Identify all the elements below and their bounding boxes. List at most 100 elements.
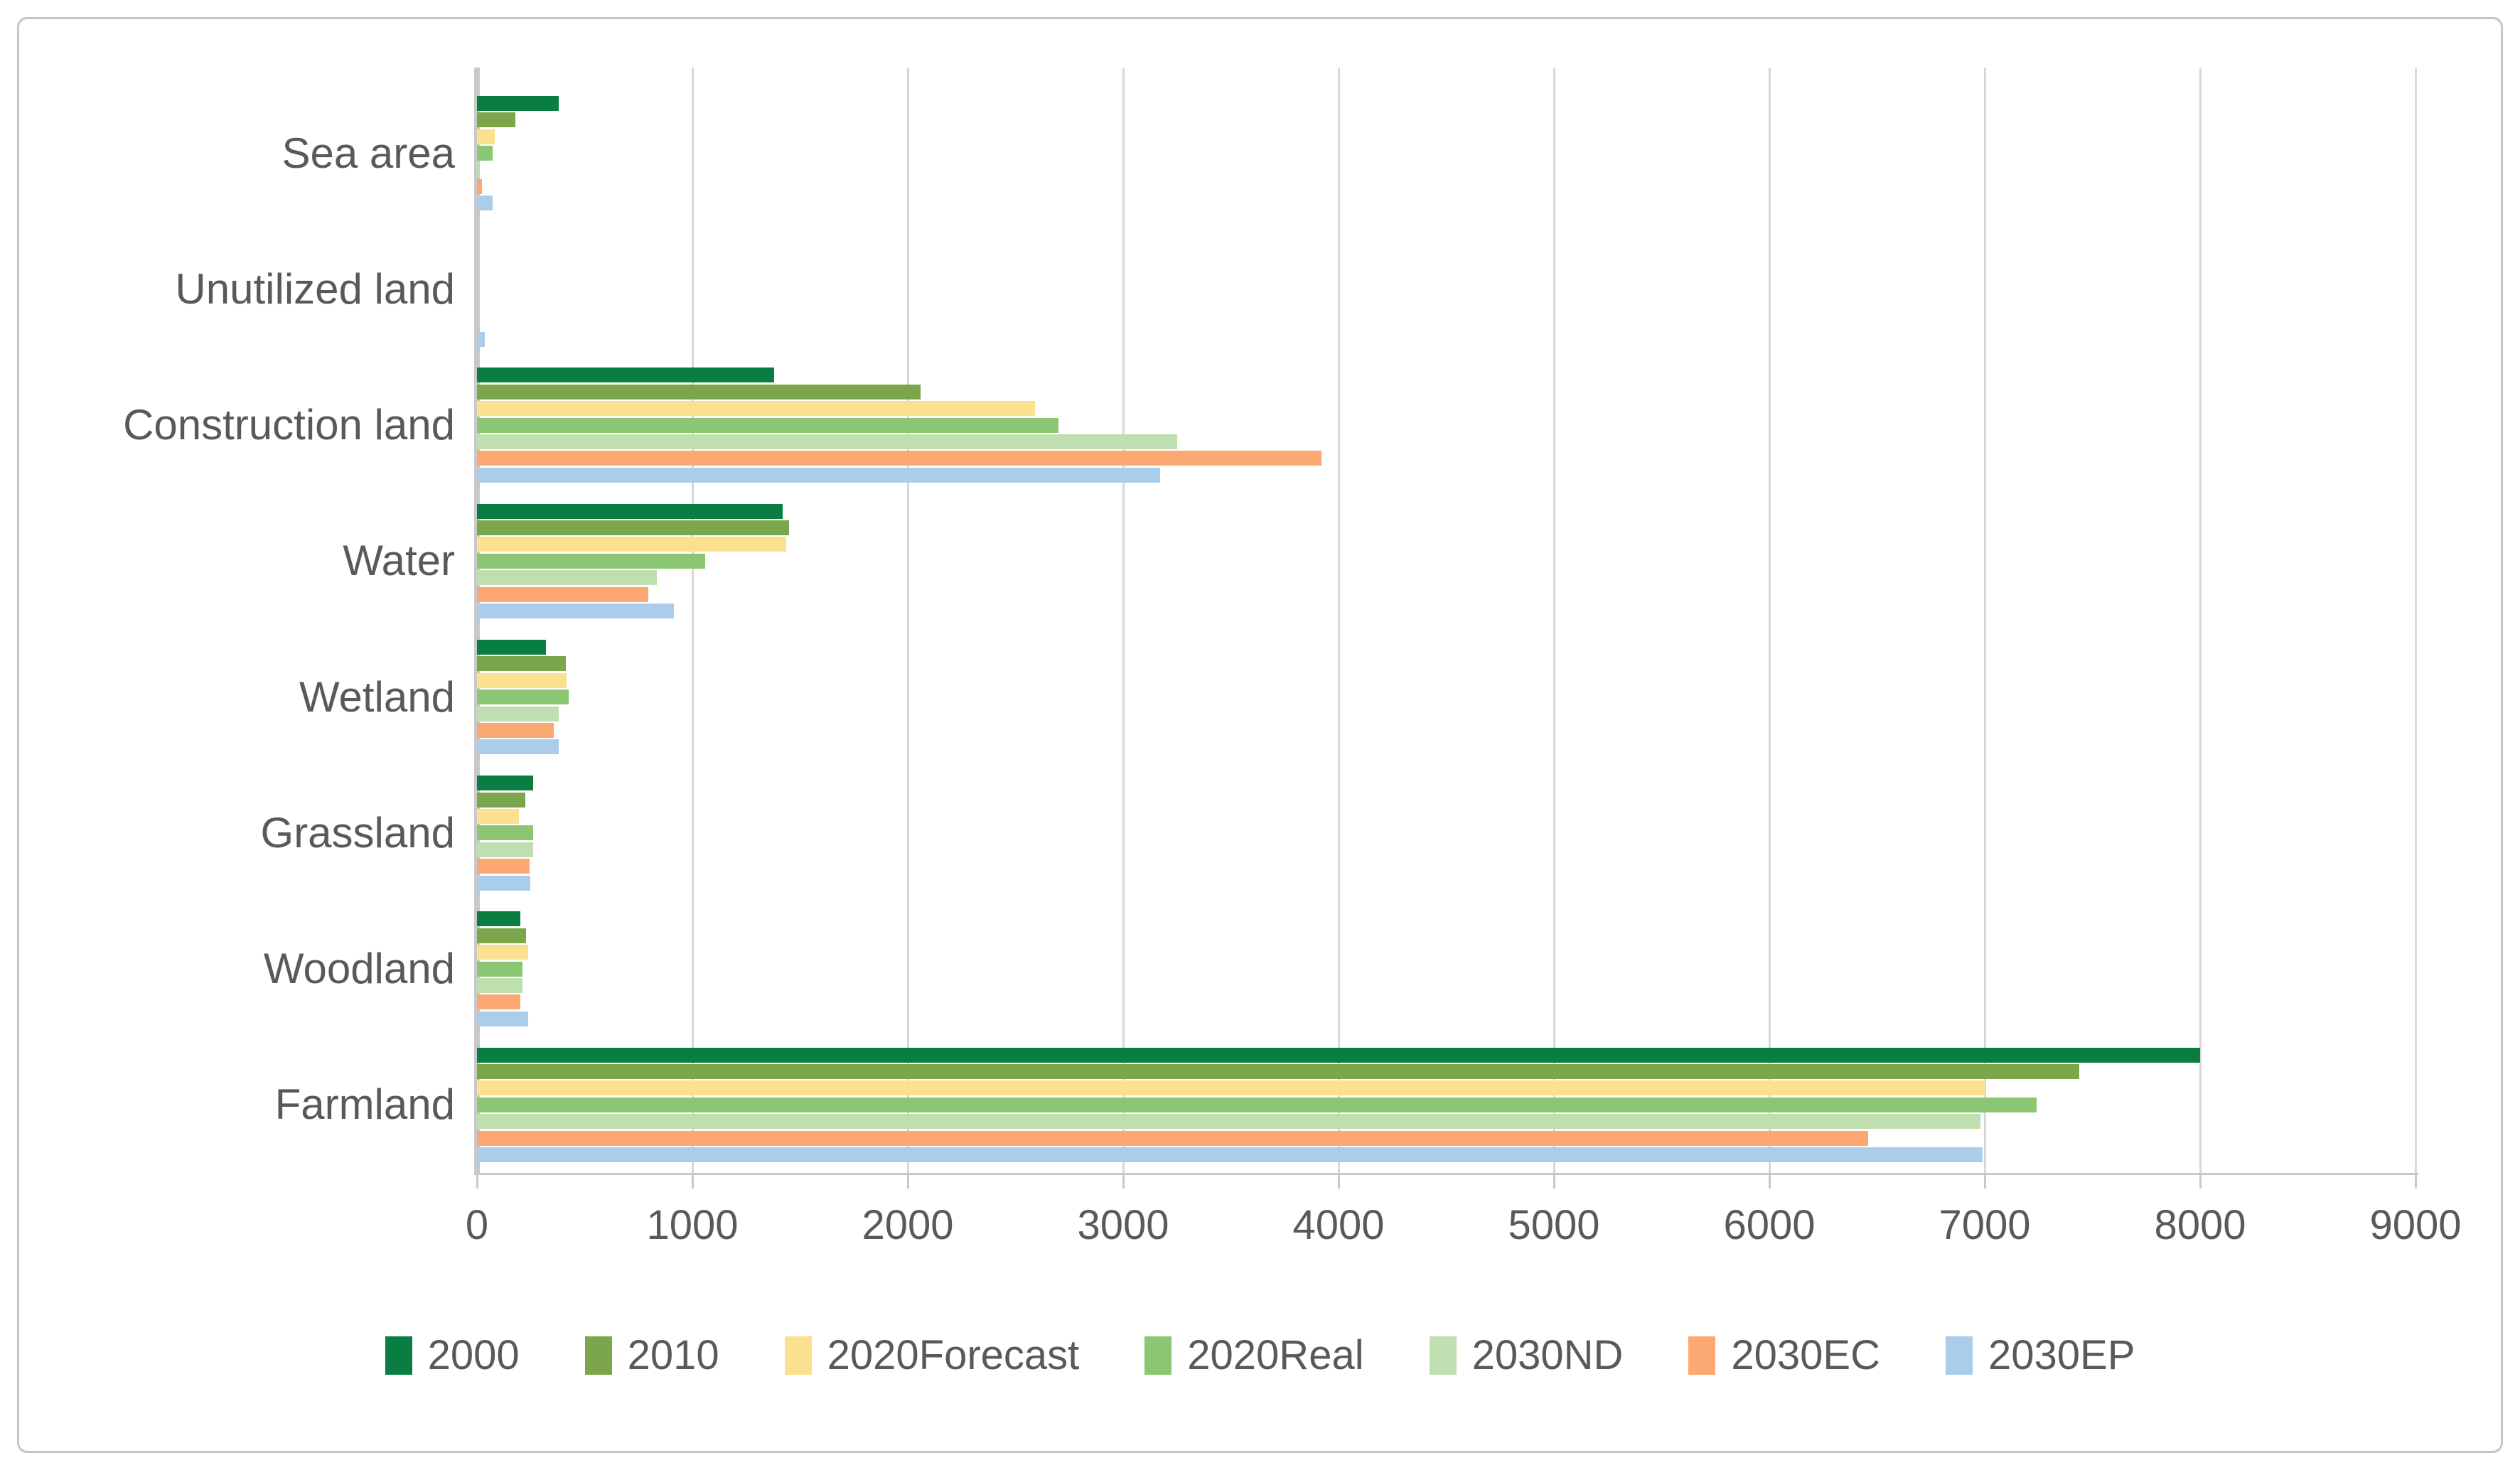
x-axis-tickmark: [1337, 1173, 1340, 1189]
legend-swatch-icon: [584, 1336, 612, 1375]
gridline: [906, 68, 909, 1173]
bar-2030nd-sea-area: [477, 162, 480, 178]
legend-label: 2030EP: [1988, 1332, 2135, 1378]
bar-2020real-sea-area: [477, 146, 493, 161]
legend-label: 2020Forecast: [827, 1332, 1080, 1378]
legend-swatch-icon: [1946, 1336, 1973, 1375]
bar-2030ec-water: [477, 586, 648, 602]
bar-2030ec-sea-area: [477, 178, 482, 194]
legend-item-2030nd: 2030ND: [1429, 1332, 1624, 1378]
chart-frame-border: [17, 17, 2503, 1453]
legend-item-2020forecast: 2020Forecast: [784, 1332, 1080, 1378]
gridline: [2199, 68, 2202, 1173]
category-label: Sea area: [282, 129, 455, 177]
bar-2020real-woodland: [477, 961, 522, 977]
legend-swatch-icon: [1688, 1336, 1716, 1375]
bar-2000-sea-area: [477, 95, 559, 111]
category-label: Unutilized land: [175, 264, 455, 313]
x-tick-label: 7000: [1939, 1202, 2031, 1248]
legend: 2000 2010 2020Forecast 2020Real 2030ND 2030EC…: [0, 1331, 2520, 1380]
bar-2020forecast-construction-land: [477, 401, 1035, 417]
bar-2030ec-farmland: [477, 1130, 1869, 1146]
x-axis-line: [474, 1173, 2418, 1175]
category-label: Woodland: [263, 945, 455, 993]
x-tick-label: 5000: [1508, 1202, 1600, 1248]
gridline: [1337, 68, 1340, 1173]
x-axis-tickmark: [906, 1173, 909, 1189]
category-label: Wetland: [299, 672, 455, 721]
x-tick-label: 1000: [646, 1202, 739, 1248]
legend-item-2030ep: 2030EP: [1946, 1335, 2135, 1376]
bar-2020real-wetland: [477, 690, 569, 705]
bar-2030ep-farmland: [477, 1147, 1983, 1163]
category-label: Farmland: [274, 1080, 455, 1129]
bar-2030ep-water: [477, 603, 675, 619]
legend-item-2010: 2010: [584, 1332, 719, 1378]
legend-swatch-icon: [784, 1336, 812, 1375]
bar-2000-water: [477, 503, 783, 519]
legend-swatch-icon: [385, 1336, 412, 1375]
legend-label: 2000: [427, 1332, 520, 1378]
x-tick-label: 3000: [1077, 1202, 1169, 1248]
bar-2030ep-unutilized-land: [477, 331, 486, 347]
bar-2000-farmland: [477, 1047, 2200, 1063]
bar-2030nd-water: [477, 570, 657, 586]
bar-2030ep-woodland: [477, 1011, 529, 1026]
x-axis-tickmark: [1122, 1173, 1125, 1189]
bar-2030nd-wetland: [477, 706, 559, 721]
bar-2020forecast-woodland: [477, 945, 529, 960]
legend-item-2020real: 2020Real: [1144, 1332, 1364, 1378]
bar-2030ec-woodland: [477, 994, 520, 1010]
x-tick-label: 9000: [2369, 1202, 2462, 1248]
x-tick-label: 6000: [1723, 1202, 1816, 1248]
gridline: [1768, 68, 1771, 1173]
x-axis-tickmark: [1768, 1173, 1771, 1189]
category-label: Water: [343, 537, 455, 585]
bar-2030nd-construction-land: [477, 434, 1177, 450]
bar-2030nd-grassland: [477, 842, 534, 857]
legend-label: 2020Real: [1187, 1332, 1364, 1378]
category-label: Grassland: [260, 808, 455, 857]
bar-2010-woodland: [477, 928, 527, 943]
x-axis-tickmark: [1553, 1173, 1555, 1189]
bar-2010-farmland: [477, 1064, 2080, 1080]
x-tick-label: 0: [465, 1202, 489, 1248]
bar-2030ec-wetland: [477, 722, 554, 738]
bar-2020forecast-farmland: [477, 1080, 1985, 1096]
x-tick-label: 8000: [2154, 1202, 2246, 1248]
bar-2000-construction-land: [477, 368, 775, 383]
bar-2020forecast-water: [477, 537, 786, 552]
bar-2010-sea-area: [477, 112, 515, 128]
legend-swatch-icon: [1144, 1336, 1172, 1375]
legend-swatch-icon: [1429, 1336, 1457, 1375]
bar-2030nd-woodland: [477, 978, 522, 994]
bar-2020real-farmland: [477, 1097, 2037, 1112]
bar-2010-grassland: [477, 792, 525, 808]
x-axis-tickmark: [2199, 1173, 2202, 1189]
bar-2030ep-sea-area: [477, 195, 493, 211]
bar-2000-grassland: [477, 776, 533, 791]
x-axis-tickmark: [476, 1173, 478, 1189]
x-axis-tickmark: [691, 1173, 694, 1189]
bar-2020forecast-sea-area: [477, 129, 495, 144]
gridline: [691, 68, 694, 1173]
bar-2030ep-wetland: [477, 739, 559, 755]
legend-label: 2030EC: [1731, 1332, 1881, 1378]
bar-2030ep-grassland: [477, 875, 531, 891]
bar-2020real-grassland: [477, 825, 534, 841]
gridline: [1122, 68, 1125, 1173]
bar-2020forecast-grassland: [477, 808, 520, 824]
bar-2030ec-construction-land: [477, 451, 1321, 466]
legend-label: 2010: [627, 1332, 719, 1378]
bar-2000-woodland: [477, 911, 520, 927]
y-axis-line: [474, 68, 480, 1173]
legend-item-2030ec: 2030EC: [1688, 1335, 1880, 1376]
bar-2000-wetland: [477, 639, 546, 655]
gridline: [1983, 68, 1986, 1173]
bar-2020real-construction-land: [477, 417, 1059, 433]
bar-2030nd-farmland: [477, 1114, 1980, 1130]
legend-label: 2030ND: [1471, 1332, 1624, 1378]
legend-item-2000: 2000: [385, 1335, 520, 1376]
bar-2020real-water: [477, 553, 706, 569]
